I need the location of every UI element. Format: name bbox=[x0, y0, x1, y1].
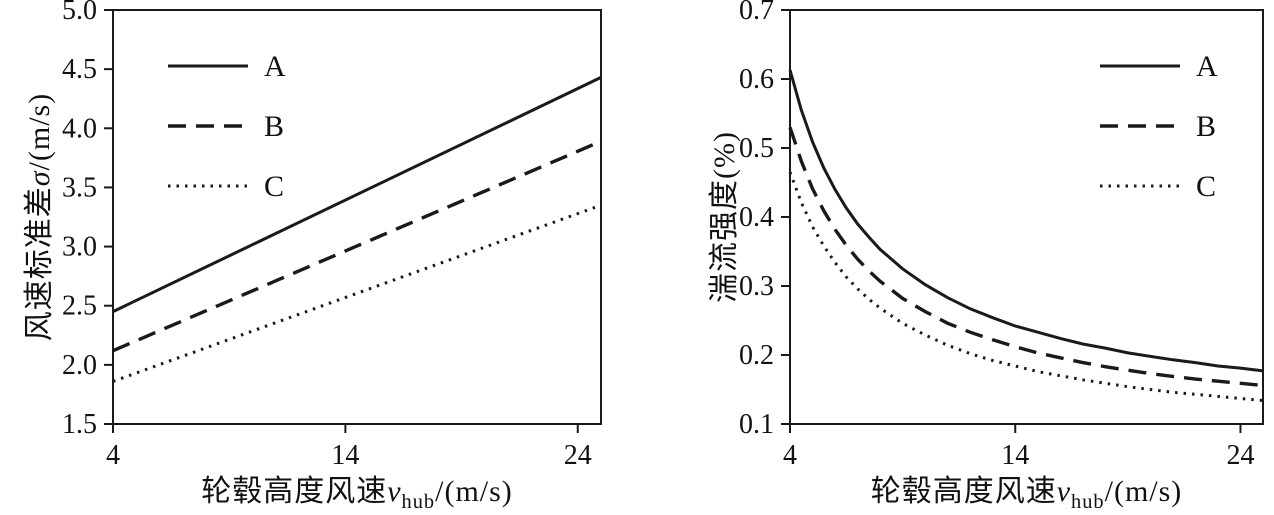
series-line-B bbox=[788, 126, 1264, 388]
right-y-axis-label: 湍流强度(%) bbox=[699, 131, 743, 303]
x-tick-label: 24 bbox=[1226, 440, 1254, 471]
left-x-axis-label: 轮毂高度风速vhub/(m/s) bbox=[113, 466, 601, 514]
right-xlabel-text: 轮毂高度风速 bbox=[870, 475, 1057, 508]
right-xlabel-var: v bbox=[1056, 475, 1072, 508]
x-tick-label: 14 bbox=[1001, 440, 1029, 471]
legend-label-A: A bbox=[264, 50, 286, 83]
left-ylabel-unit: /(m/s) bbox=[23, 92, 56, 171]
y-tick-label: 2.5 bbox=[62, 291, 97, 322]
right-x-axis-label: 轮毂高度风速vhub/(m/s) bbox=[790, 466, 1263, 514]
y-tick-label: 3.0 bbox=[62, 232, 97, 263]
right-xlabel-unit: /(m/s) bbox=[1104, 475, 1183, 508]
legend-label-C: C bbox=[264, 170, 284, 203]
y-tick-label: 0.1 bbox=[739, 409, 774, 440]
y-tick-label: 5.0 bbox=[62, 0, 97, 26]
right-xlabel-subscript: hub bbox=[1071, 491, 1105, 513]
y-tick-label: 4.0 bbox=[62, 113, 97, 144]
left-xlabel-subscript: hub bbox=[401, 491, 436, 513]
left-ylabel-text: 风速标准差 bbox=[23, 186, 56, 342]
axes-frame bbox=[112, 9, 602, 425]
left-plot-svg: 4 14 24 1.5 2.0 2.5 3.0 3.5 4.0 4.5 5.0 ABC bbox=[62, 0, 602, 471]
y-tick-label: 0.6 bbox=[739, 64, 774, 95]
plot-area: 4 14 24 0.1 0.2 0.3 0.4 0.5 0.6 0.7 ABC bbox=[739, 0, 1264, 471]
legend-label-A: A bbox=[1196, 50, 1218, 83]
series-line-C bbox=[112, 203, 602, 383]
x-tick-label: 14 bbox=[331, 440, 359, 471]
y-tick-label: 0.2 bbox=[739, 340, 774, 371]
series-line-A bbox=[112, 76, 602, 313]
y-tick-label: 0.4 bbox=[739, 202, 774, 233]
y-tick-label: 4.5 bbox=[62, 54, 97, 85]
left-xlabel-text: 轮毂高度风速 bbox=[201, 475, 388, 508]
legend-label-B: B bbox=[264, 110, 284, 143]
right-ylabel-unit: (%) bbox=[708, 131, 741, 179]
left-xlabel-unit: /(m/s) bbox=[435, 475, 513, 508]
turbulence-intensity-chart: 4 14 24 0.1 0.2 0.3 0.4 0.5 0.6 0.7 A B C 湍流强度(%) 轮毂… bbox=[637, 0, 1274, 515]
right-plot-svg: 4 14 24 0.1 0.2 0.3 0.4 0.5 0.6 0.7 ABC bbox=[739, 0, 1264, 471]
x-tick-label: 4 bbox=[783, 440, 797, 471]
y-tick-label: 0.7 bbox=[739, 0, 774, 26]
left-ylabel-sigma: σ bbox=[23, 170, 56, 187]
plot-area: 4 14 24 1.5 2.0 2.5 3.0 3.5 4.0 4.5 5.0 ABC bbox=[62, 0, 602, 471]
x-tick-label: 4 bbox=[106, 440, 120, 471]
y-tick-label: 1.5 bbox=[62, 409, 97, 440]
legend-label-B: B bbox=[1196, 110, 1216, 143]
legend: ABC bbox=[168, 50, 286, 203]
series-line-C bbox=[788, 171, 1264, 402]
x-tick-label: 24 bbox=[564, 440, 592, 471]
series-line-B bbox=[112, 139, 602, 353]
y-tick-label: 0.3 bbox=[739, 271, 774, 302]
left-xlabel-var: v bbox=[387, 475, 402, 508]
series-line-A bbox=[788, 69, 1264, 373]
y-tick-label: 2.0 bbox=[62, 350, 97, 381]
y-tick-label: 0.5 bbox=[739, 133, 774, 164]
wind-speed-stddev-chart: 4 14 24 1.5 2.0 2.5 3.0 3.5 4.0 4.5 5.0 A B C 风速标准差σ/… bbox=[14, 0, 602, 514]
legend: ABC bbox=[1100, 50, 1218, 203]
y-tick-label: 3.5 bbox=[62, 172, 97, 203]
left-y-axis-label: 风速标准差σ/(m/s) bbox=[14, 93, 58, 341]
right-ylabel-text: 湍流强度 bbox=[708, 178, 741, 303]
legend-label-C: C bbox=[1196, 170, 1216, 203]
